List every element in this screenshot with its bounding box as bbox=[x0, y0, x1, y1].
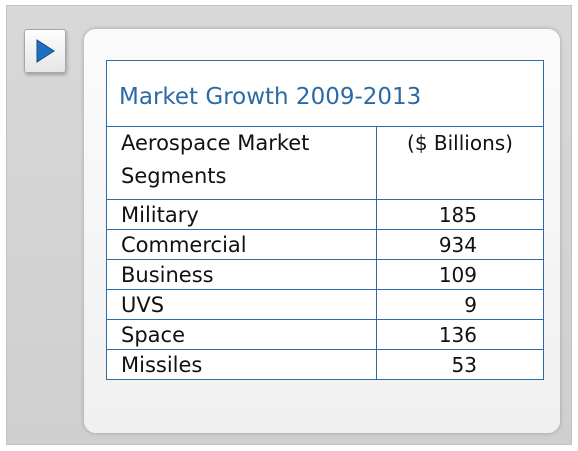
play-button[interactable] bbox=[24, 29, 66, 73]
segment-value: 53 bbox=[376, 349, 544, 380]
header-value: ($ Billions) bbox=[376, 126, 544, 200]
table-row: Commercial 934 bbox=[106, 229, 544, 260]
segment-value: 9 bbox=[376, 289, 544, 320]
segment-name: UVS bbox=[106, 289, 377, 320]
play-icon bbox=[36, 39, 55, 63]
segment-name: Commercial bbox=[106, 229, 377, 260]
header-segment: Aerospace Market Segments bbox=[106, 126, 377, 200]
table-row: Space 136 bbox=[106, 319, 544, 350]
segment-value: 934 bbox=[376, 229, 544, 260]
segment-name: Space bbox=[106, 319, 377, 350]
table-row: Missiles 53 bbox=[106, 349, 544, 380]
segment-name: Missiles bbox=[106, 349, 377, 380]
segment-name: Military bbox=[106, 199, 377, 230]
table-row: Military 185 bbox=[106, 199, 544, 230]
segment-value: 185 bbox=[376, 199, 544, 230]
market-growth-table: Market Growth 2009-2013 Aerospace Market… bbox=[106, 60, 544, 380]
segment-value: 136 bbox=[376, 319, 544, 350]
segment-name: Business bbox=[106, 259, 377, 290]
table-row: Business 109 bbox=[106, 259, 544, 290]
table-row: UVS 9 bbox=[106, 289, 544, 320]
table-title: Market Growth 2009-2013 bbox=[106, 60, 544, 127]
segment-value: 109 bbox=[376, 259, 544, 290]
